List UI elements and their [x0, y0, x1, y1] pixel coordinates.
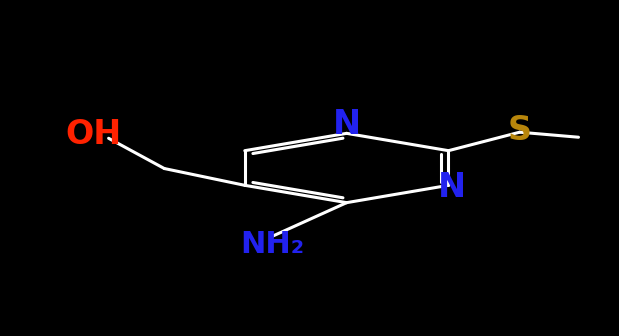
Text: S: S — [508, 114, 532, 147]
Text: OH: OH — [65, 118, 121, 152]
Text: N: N — [332, 109, 361, 141]
Text: N: N — [438, 170, 465, 204]
Text: NH₂: NH₂ — [240, 230, 305, 259]
